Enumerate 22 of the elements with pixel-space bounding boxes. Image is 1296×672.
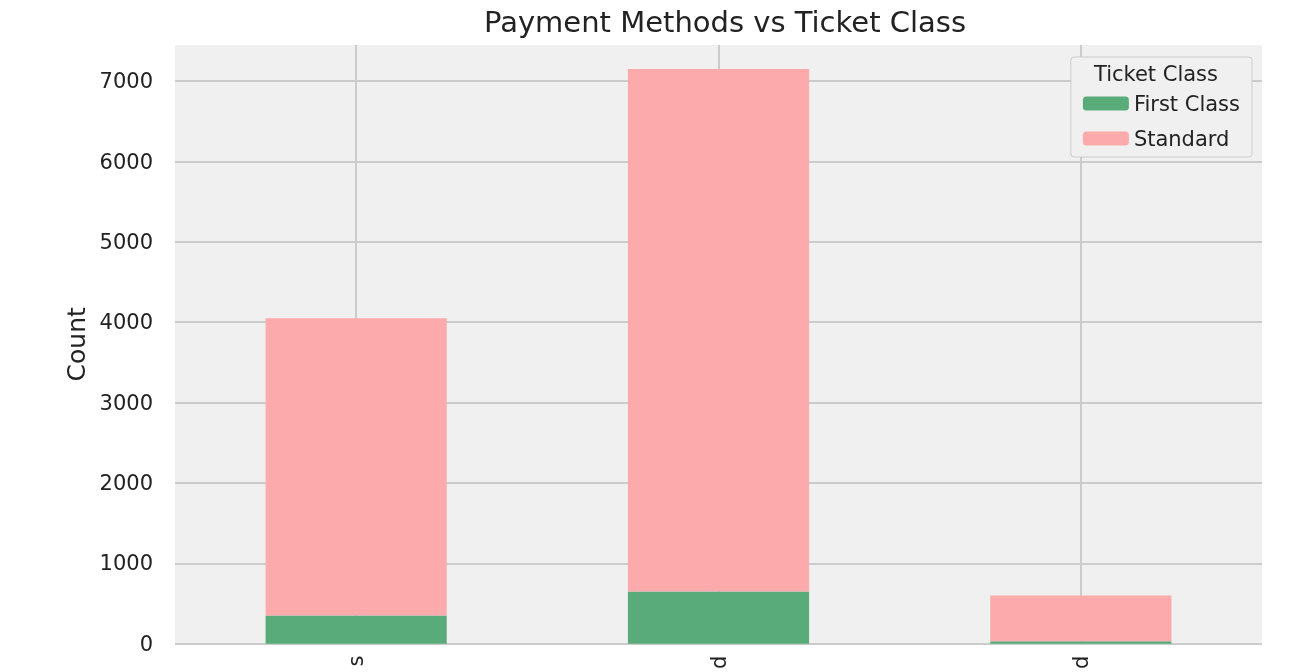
chart-title: Payment Methods vs Ticket Class — [483, 4, 967, 39]
x-tick-label: d — [706, 655, 731, 670]
x-tick-label: d — [1068, 655, 1093, 670]
legend-label: Standard — [1133, 126, 1230, 151]
bar — [627, 69, 810, 592]
x-tick-label: s — [344, 655, 369, 667]
bar — [990, 641, 1172, 644]
y-tick-label: 6000 — [99, 149, 153, 174]
y-tick-label: 7000 — [99, 69, 153, 94]
y-tick-label: 1000 — [99, 551, 153, 576]
y-tick-label: 0 — [139, 631, 153, 656]
y-tick-label: 2000 — [99, 470, 153, 495]
legend-title: Ticket Class — [1092, 61, 1219, 86]
y-axis-title: Count — [61, 307, 91, 382]
y-tick-label: 3000 — [99, 390, 153, 415]
legend-label: First Class — [1133, 91, 1241, 116]
bar — [265, 615, 447, 644]
bar — [265, 318, 447, 616]
y-tick-label: 5000 — [99, 229, 153, 254]
bar — [990, 595, 1172, 642]
y-tick-label: 4000 — [99, 310, 153, 335]
bar — [627, 591, 810, 644]
